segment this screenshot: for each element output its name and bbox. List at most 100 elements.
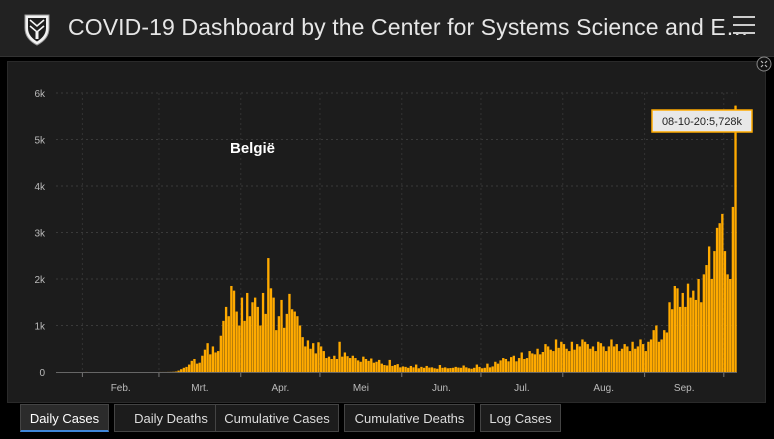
bar[interactable] xyxy=(372,362,376,372)
bar[interactable] xyxy=(425,365,428,372)
bar[interactable] xyxy=(515,361,518,372)
bar[interactable] xyxy=(718,223,721,372)
bar[interactable] xyxy=(573,349,576,372)
bar[interactable] xyxy=(528,351,531,372)
tab-daily-deaths[interactable]: Daily Deaths xyxy=(114,404,228,432)
bar[interactable] xyxy=(721,213,724,372)
bar[interactable] xyxy=(333,355,336,372)
bar[interactable] xyxy=(267,258,270,372)
bar[interactable] xyxy=(190,360,193,372)
bar[interactable] xyxy=(681,292,684,372)
bar[interactable] xyxy=(240,297,244,372)
bar[interactable] xyxy=(673,285,676,372)
bar[interactable] xyxy=(388,359,391,372)
expand-icon[interactable] xyxy=(756,56,772,72)
bar[interactable] xyxy=(251,302,254,372)
bar[interactable] xyxy=(626,346,629,372)
bar[interactable] xyxy=(639,339,642,372)
bar[interactable] xyxy=(644,351,647,372)
bar[interactable] xyxy=(256,306,259,372)
bar[interactable] xyxy=(348,358,352,372)
bar[interactable] xyxy=(499,360,502,373)
bar[interactable] xyxy=(438,365,442,372)
bar[interactable] xyxy=(444,367,447,372)
bar[interactable] xyxy=(734,105,737,373)
bar[interactable] xyxy=(605,351,608,372)
tab-log-cases[interactable]: Log Cases xyxy=(480,404,561,432)
bar[interactable] xyxy=(219,335,222,372)
bar[interactable] xyxy=(504,358,508,372)
bar[interactable] xyxy=(671,309,674,372)
bar[interactable] xyxy=(312,343,315,372)
bar[interactable] xyxy=(414,364,418,372)
bar[interactable] xyxy=(420,366,423,372)
bar[interactable] xyxy=(248,316,252,372)
bar[interactable] xyxy=(465,367,468,372)
bar[interactable] xyxy=(525,358,529,372)
bar[interactable] xyxy=(269,288,273,372)
bar[interactable] xyxy=(309,348,312,372)
bar[interactable] xyxy=(383,365,386,372)
bar[interactable] xyxy=(253,297,257,372)
bar[interactable] xyxy=(557,347,560,372)
bar[interactable] xyxy=(230,285,233,372)
bar[interactable] xyxy=(483,367,486,372)
bar[interactable] xyxy=(665,332,669,372)
bar[interactable] xyxy=(195,363,199,372)
bar[interactable] xyxy=(449,368,452,372)
bar[interactable] xyxy=(283,327,286,372)
bar[interactable] xyxy=(238,325,241,373)
bar[interactable] xyxy=(409,365,413,372)
bar[interactable] xyxy=(288,293,291,372)
bar[interactable] xyxy=(330,358,333,372)
bar[interactable] xyxy=(636,346,640,372)
bar[interactable] xyxy=(678,306,682,372)
bar[interactable] xyxy=(692,290,695,373)
bar[interactable] xyxy=(277,316,281,372)
bar[interactable] xyxy=(314,353,318,372)
bar[interactable] xyxy=(578,346,581,372)
bar[interactable] xyxy=(568,351,571,372)
bar[interactable] xyxy=(385,365,389,372)
bar[interactable] xyxy=(502,358,505,372)
bar[interactable] xyxy=(235,311,238,372)
bar[interactable] xyxy=(198,362,201,372)
bar[interactable] xyxy=(446,368,449,372)
bar[interactable] xyxy=(710,279,713,372)
bar[interactable] xyxy=(657,341,661,372)
bar[interactable] xyxy=(544,344,547,372)
bar[interactable] xyxy=(304,346,307,372)
bar[interactable] xyxy=(652,330,655,372)
bar[interactable] xyxy=(634,348,637,372)
bar[interactable] xyxy=(359,361,362,372)
bar[interactable] xyxy=(641,344,645,372)
bar[interactable] xyxy=(599,343,603,372)
bar[interactable] xyxy=(610,339,613,372)
bar[interactable] xyxy=(597,341,600,372)
bar[interactable] xyxy=(676,288,679,372)
bar[interactable] xyxy=(707,246,711,372)
bar[interactable] xyxy=(356,360,360,373)
bar[interactable] xyxy=(647,341,650,372)
bar[interactable] xyxy=(177,370,180,372)
bar[interactable] xyxy=(536,348,539,372)
bar[interactable] xyxy=(729,279,732,372)
bar[interactable] xyxy=(612,346,616,372)
bar[interactable] xyxy=(193,358,196,372)
bar[interactable] xyxy=(607,346,610,372)
bar[interactable] xyxy=(668,302,671,372)
bar[interactable] xyxy=(686,283,690,372)
bar[interactable] xyxy=(531,353,534,372)
bar[interactable] xyxy=(589,348,592,372)
bar[interactable] xyxy=(631,341,634,372)
bar[interactable] xyxy=(565,348,568,372)
bar[interactable] xyxy=(285,313,288,373)
bar[interactable] xyxy=(298,325,302,373)
bar[interactable] xyxy=(224,306,228,372)
bar[interactable] xyxy=(713,251,716,372)
bar[interactable] xyxy=(362,356,365,372)
bar[interactable] xyxy=(694,299,698,372)
bar[interactable] xyxy=(422,367,426,372)
bar[interactable] xyxy=(364,358,368,372)
bar[interactable] xyxy=(185,366,188,372)
